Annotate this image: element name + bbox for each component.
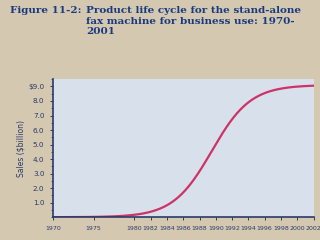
Text: Figure 11-2:: Figure 11-2:	[10, 6, 81, 15]
Text: Product life cycle for the stand-alone
fax machine for business use: 1970-
2001: Product life cycle for the stand-alone f…	[86, 6, 301, 36]
Y-axis label: Sales ($billion): Sales ($billion)	[17, 120, 26, 177]
